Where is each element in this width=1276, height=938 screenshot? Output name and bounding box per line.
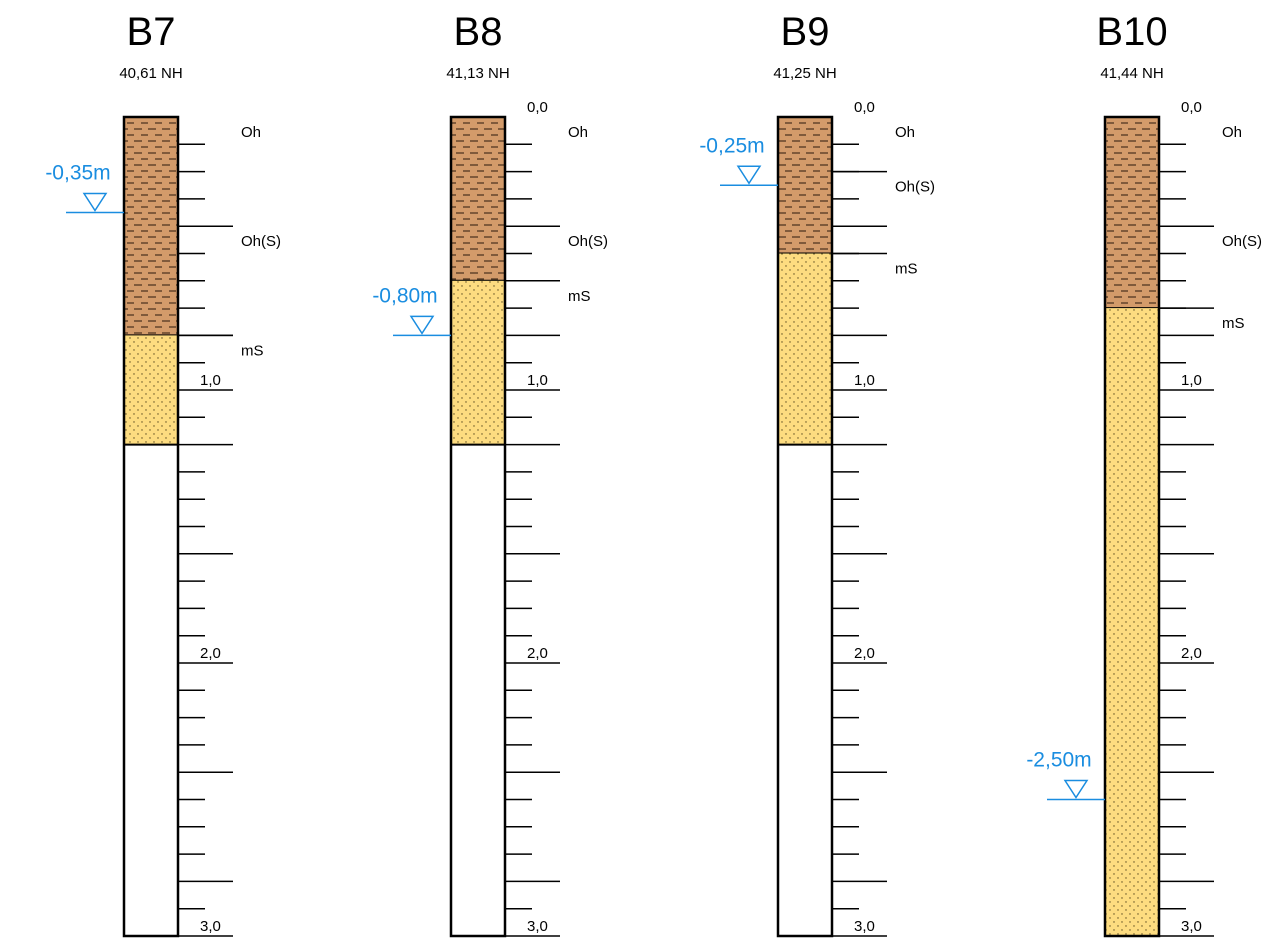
groundwater-triangle-icon (409, 315, 435, 335)
borehole-b10: B10 41,44 NH 0,0 1,0 2,0 3,0 Oh Oh(S) mS -2,50m (1026, 10, 1262, 938)
groundwater-label: -0,80m (372, 284, 437, 307)
borehole-b9: B9 41,25 NH 0,0 1,0 2,0 3,0 Oh Oh(S) mS -0,25m (699, 10, 935, 938)
depth-label: 3,0 (527, 918, 548, 935)
depth-label: 0,0 (527, 99, 548, 116)
soil-code: Oh (1222, 124, 1242, 141)
layer-organic (124, 117, 178, 336)
soil-code: mS (568, 288, 591, 305)
groundwater-label: -2,50m (1026, 749, 1091, 772)
depth-label: 2,0 (527, 645, 548, 662)
borehole-elevation: 41,25 NH (773, 65, 836, 82)
borehole-title: B10 (1096, 10, 1167, 54)
soil-code: mS (241, 342, 264, 359)
borehole-title: B7 (127, 10, 176, 54)
borehole-title: B9 (781, 10, 830, 54)
soil-code: Oh(S) (568, 233, 608, 250)
depth-label: 3,0 (854, 918, 875, 935)
depth-label: 2,0 (200, 645, 221, 662)
layer-organic (451, 117, 505, 281)
layer-sand (451, 280, 505, 445)
borehole-b8: B8 41,13 NH 0,0 1,0 2,0 3,0 Oh Oh(S) mS -0,80m (372, 10, 608, 938)
soil-code: Oh (568, 124, 588, 141)
borehole-b7: B7 40,61 NH 1,0 2,0 3,0 Oh Oh(S) mS -0,35m (45, 10, 281, 938)
borehole-elevation: 41,13 NH (446, 65, 509, 82)
layer-sand (1105, 308, 1159, 937)
groundwater-triangle-icon (82, 192, 108, 212)
depth-label: 0,0 (1181, 99, 1202, 116)
depth-label: 2,0 (1181, 645, 1202, 662)
groundwater-label: -0,35m (45, 162, 110, 185)
soil-code: mS (895, 261, 918, 278)
groundwater-triangle-icon (1063, 779, 1089, 799)
depth-label: 2,0 (854, 645, 875, 662)
borehole-title: B8 (454, 10, 503, 54)
borehole-elevation: 41,44 NH (1100, 65, 1163, 82)
layer-organic (1105, 117, 1159, 309)
depth-label: 1,0 (200, 372, 221, 389)
depth-label: 3,0 (1181, 918, 1202, 935)
layer-sand (778, 253, 832, 445)
soil-code: Oh (241, 124, 261, 141)
depth-label: 1,0 (1181, 372, 1202, 389)
depth-label: 3,0 (200, 918, 221, 935)
soil-code: Oh(S) (895, 179, 935, 196)
layer-sand (124, 335, 178, 445)
groundwater-label: -0,25m (699, 134, 764, 157)
soil-code: Oh (895, 124, 915, 141)
soil-code: mS (1222, 315, 1245, 332)
soil-code: Oh(S) (241, 233, 281, 250)
groundwater-triangle-icon (736, 165, 762, 185)
layer-organic (778, 117, 832, 254)
depth-label: 0,0 (854, 99, 875, 116)
soil-code: Oh(S) (1222, 233, 1262, 250)
depth-label: 1,0 (854, 372, 875, 389)
borehole-elevation: 40,61 NH (119, 65, 182, 82)
depth-label: 1,0 (527, 372, 548, 389)
